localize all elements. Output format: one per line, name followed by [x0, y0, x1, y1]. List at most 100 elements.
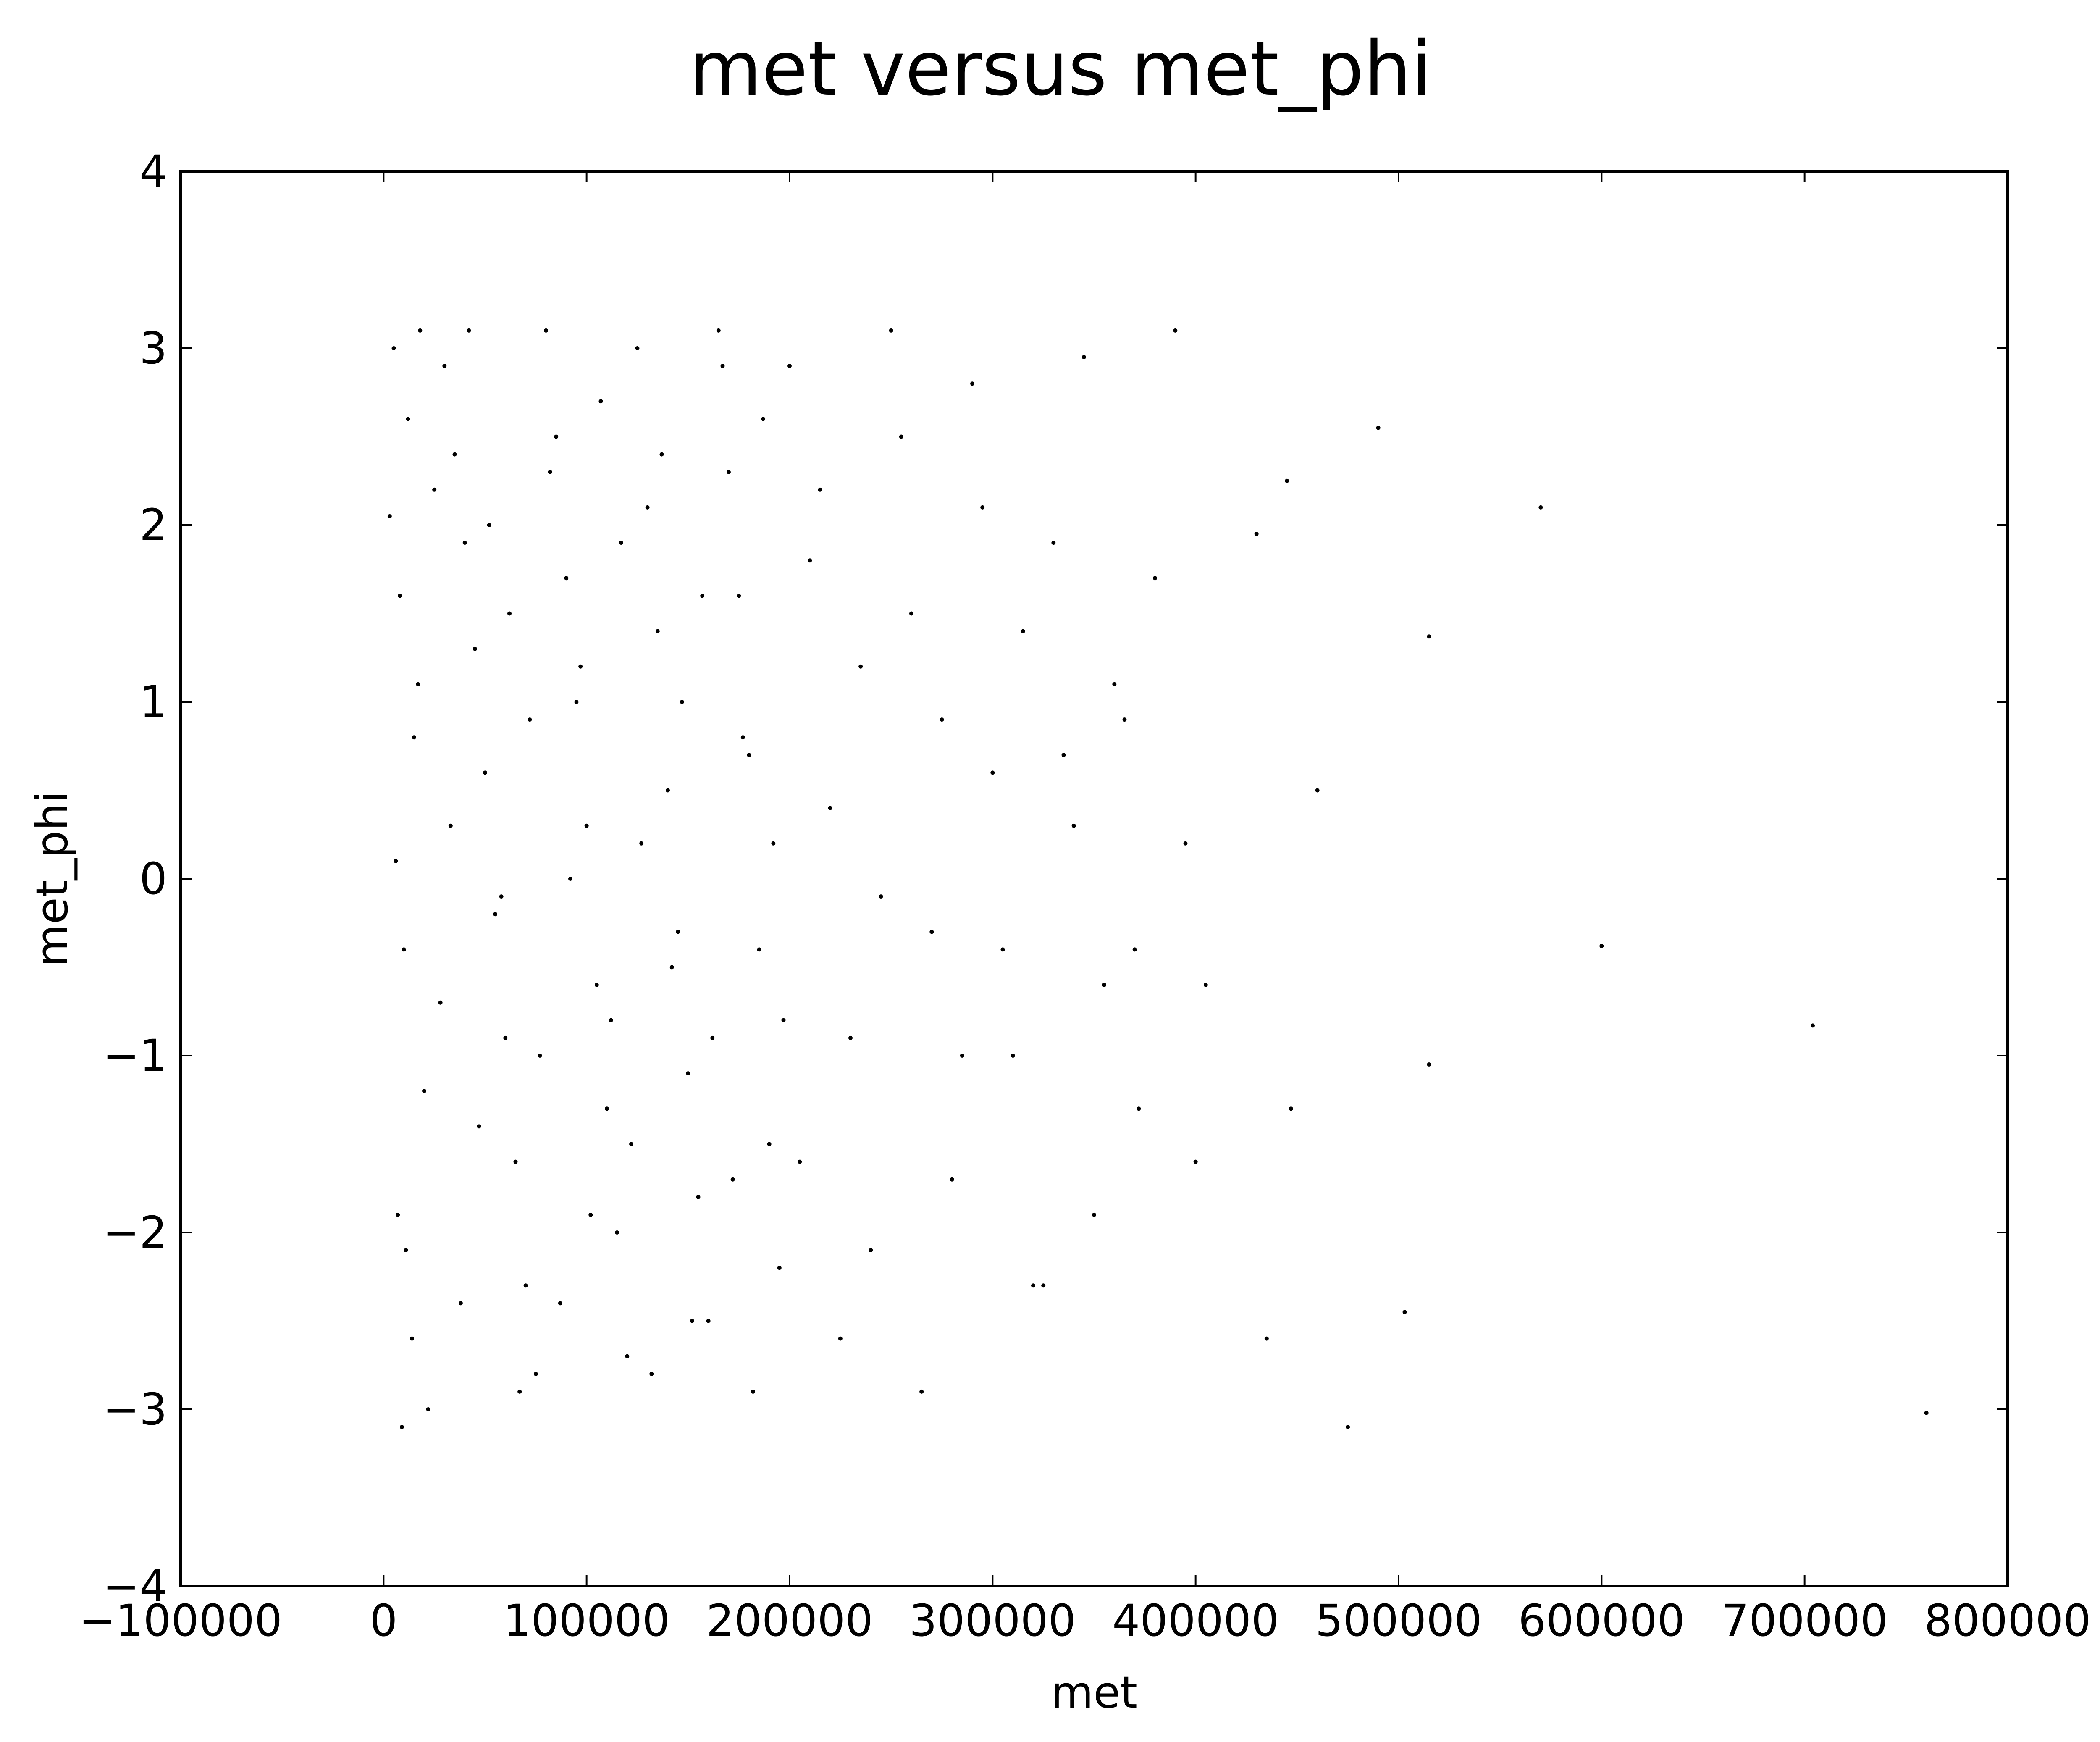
data-point: [578, 664, 583, 669]
data-point: [1315, 788, 1320, 793]
x-tick-label: 200000: [706, 1595, 873, 1646]
data-point: [1346, 1425, 1350, 1429]
data-point: [394, 859, 398, 863]
y-tick-label: −2: [103, 1207, 167, 1258]
data-point: [1924, 1411, 1929, 1415]
data-point: [716, 328, 721, 333]
data-point: [909, 611, 914, 616]
y-tick-label: 0: [139, 853, 167, 904]
data-point: [574, 700, 579, 704]
data-point: [558, 1301, 562, 1306]
y-axis-label: met_phi: [26, 791, 78, 967]
data-point: [761, 417, 766, 421]
data-point: [467, 328, 471, 333]
data-point: [751, 1389, 755, 1394]
data-point: [588, 1212, 593, 1217]
data-point: [858, 664, 863, 669]
data-point: [798, 1159, 802, 1164]
x-tick-label: 400000: [1112, 1595, 1279, 1646]
y-tick-label: 1: [139, 676, 167, 728]
data-point: [513, 1159, 518, 1164]
data-point: [1071, 823, 1076, 828]
data-point: [1092, 1212, 1096, 1217]
data-point: [696, 1195, 701, 1199]
data-point: [838, 1336, 843, 1341]
data-point: [1264, 1336, 1269, 1341]
data-point: [1538, 505, 1543, 510]
data-point: [619, 541, 623, 545]
data-point: [477, 1124, 481, 1129]
data-point: [1427, 1062, 1431, 1067]
data-point: [422, 1089, 426, 1093]
data-point: [645, 505, 650, 510]
data-point: [659, 452, 664, 457]
data-point: [615, 1230, 620, 1235]
data-point: [584, 823, 589, 828]
data-point: [700, 594, 705, 598]
data-point: [554, 434, 559, 439]
data-point: [564, 576, 569, 581]
data-point: [1102, 983, 1107, 987]
data-point: [432, 487, 437, 492]
x-tick-label: 0: [370, 1595, 397, 1646]
data-point: [448, 823, 453, 828]
data-point: [402, 947, 406, 952]
data-point: [788, 364, 792, 368]
data-point: [404, 1248, 408, 1253]
x-tick-label: −100000: [79, 1595, 282, 1646]
data-point: [548, 470, 552, 474]
data-point: [452, 452, 457, 457]
data-point: [1599, 943, 1604, 948]
data-point: [410, 1336, 414, 1341]
plot-frame: [179, 170, 2009, 1587]
data-point: [828, 806, 832, 810]
data-point: [1153, 576, 1157, 581]
data-point: [639, 841, 644, 846]
data-point: [666, 788, 670, 793]
data-point: [960, 1054, 964, 1058]
data-point: [472, 646, 477, 651]
y-tick-label: −3: [103, 1384, 167, 1435]
data-point: [533, 1372, 538, 1376]
data-point: [442, 364, 447, 368]
data-point: [459, 1301, 463, 1306]
x-tick-label: 600000: [1518, 1595, 1685, 1646]
x-tick-label: 100000: [503, 1595, 670, 1646]
data-point: [629, 1142, 633, 1146]
data-point: [1122, 717, 1127, 722]
data-point: [879, 894, 883, 899]
data-point: [528, 717, 532, 722]
data-point: [418, 328, 423, 333]
data-point: [1289, 1106, 1293, 1111]
x-tick-label: 500000: [1315, 1595, 1482, 1646]
data-point: [387, 514, 392, 518]
data-point: [416, 682, 420, 686]
data-point: [808, 558, 812, 563]
data-point: [625, 1354, 630, 1358]
data-point: [1254, 532, 1259, 536]
data-point: [391, 346, 396, 350]
data-point: [523, 1283, 528, 1288]
data-point: [517, 1389, 522, 1394]
data-point: [1173, 328, 1178, 333]
data-point: [980, 505, 985, 510]
data-point: [1041, 1283, 1046, 1288]
data-point: [767, 1142, 772, 1146]
data-point: [655, 629, 660, 633]
data-point: [462, 541, 467, 545]
data-point: [1051, 541, 1056, 545]
data-point: [1132, 947, 1137, 952]
data-point: [594, 983, 599, 987]
data-point: [771, 841, 776, 846]
data-point: [396, 1212, 400, 1217]
data-point: [818, 487, 822, 492]
data-point: [737, 594, 741, 598]
data-point: [899, 434, 903, 439]
data-point: [950, 1177, 954, 1182]
y-tick-label: 2: [139, 499, 167, 551]
data-point: [690, 1319, 694, 1323]
data-point: [848, 1035, 853, 1040]
data-point: [970, 381, 974, 386]
data-point: [649, 1372, 654, 1376]
